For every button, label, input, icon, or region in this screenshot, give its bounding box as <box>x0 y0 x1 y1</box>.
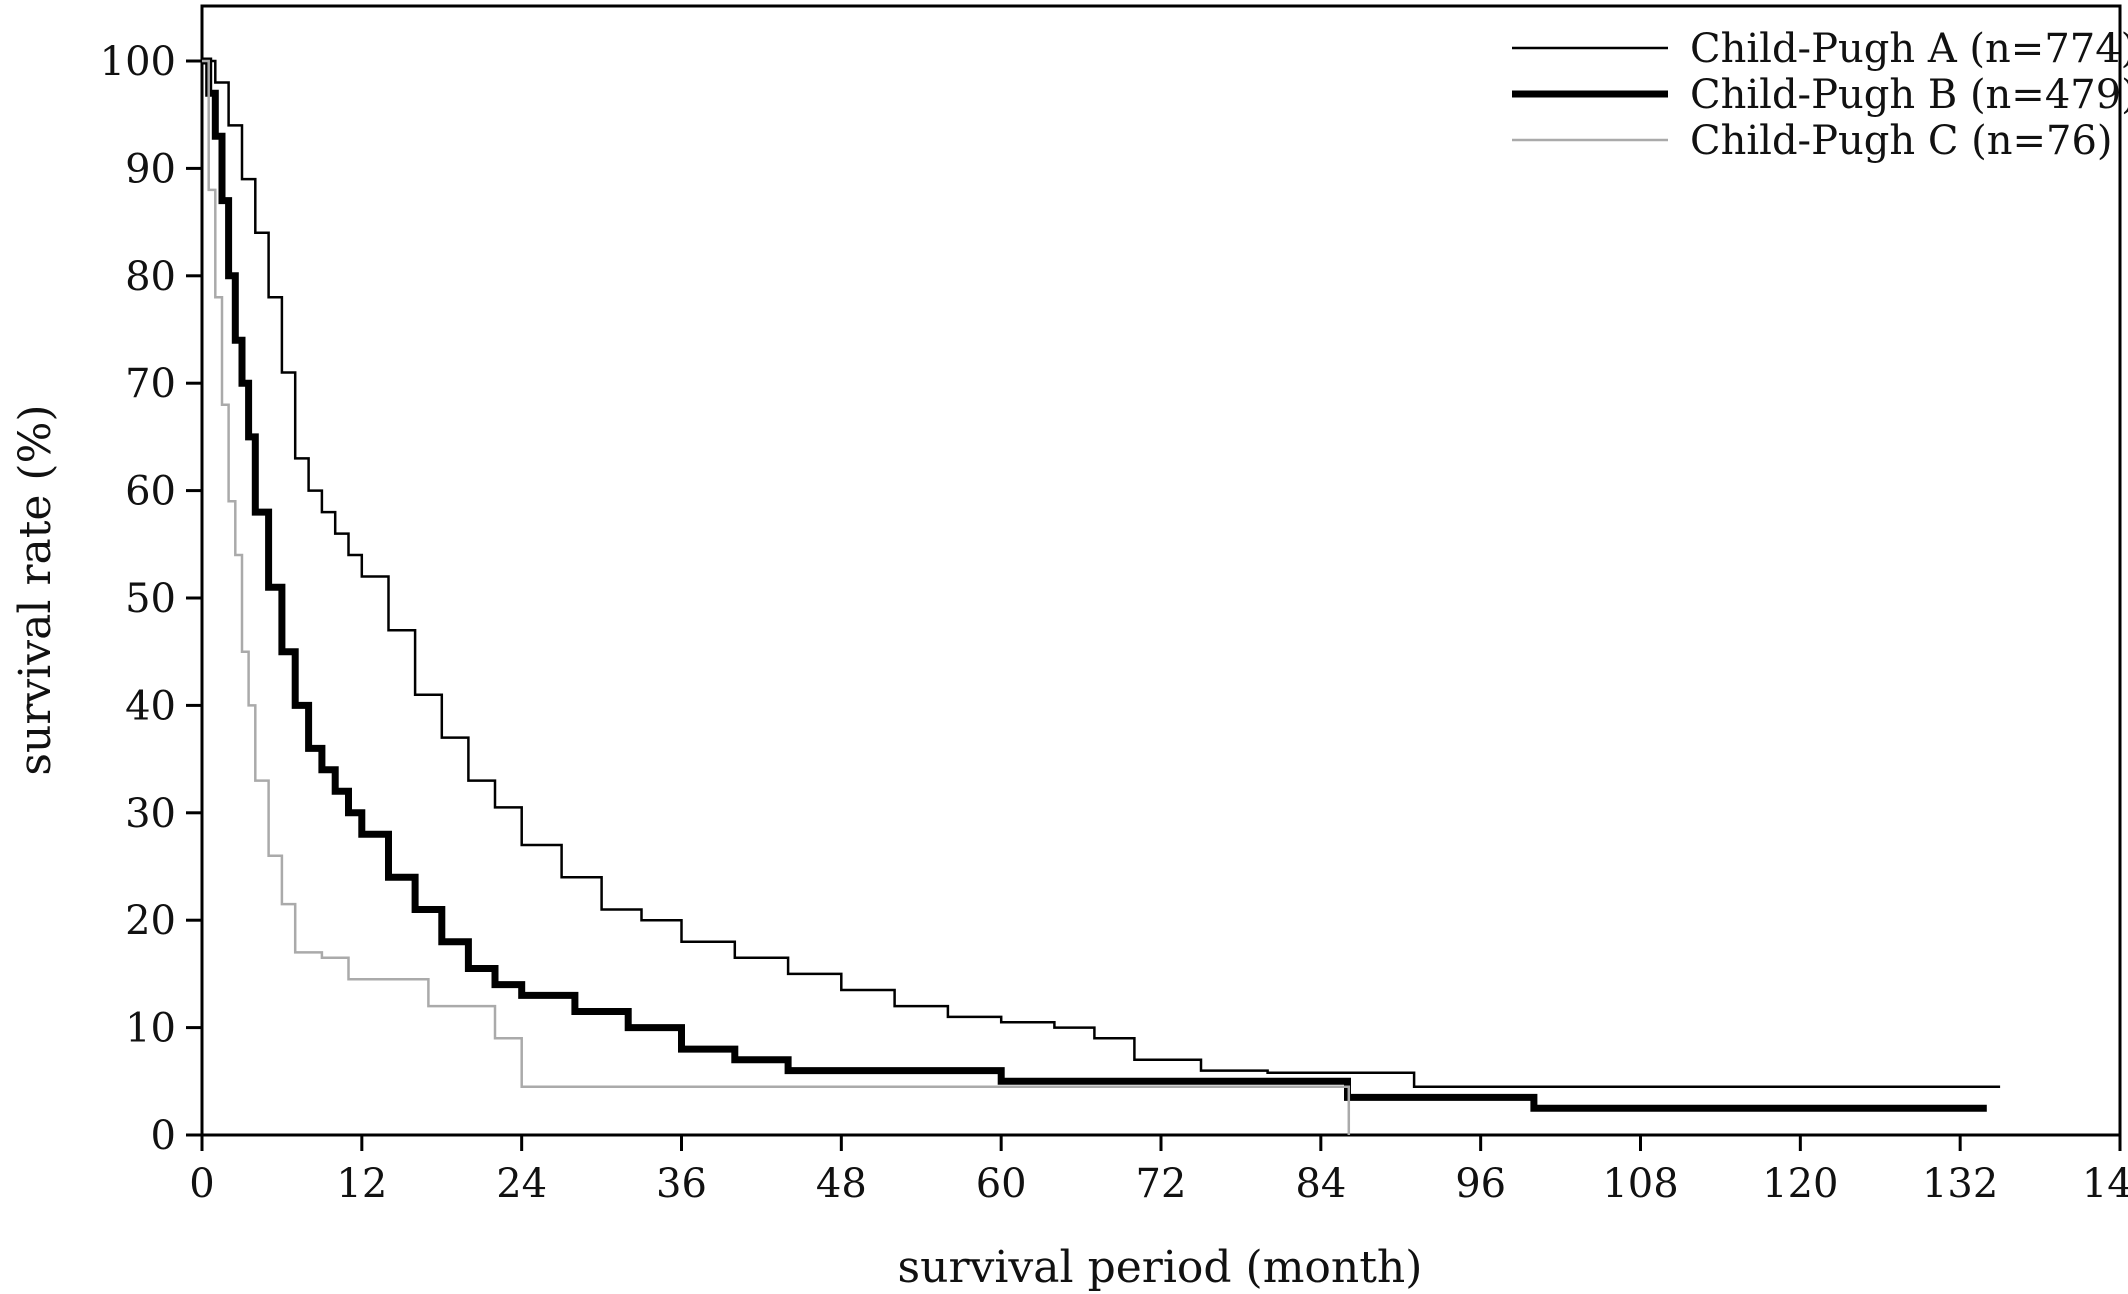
legend: Child-Pugh A (n=774)Child-Pugh B (n=479)… <box>1512 26 2128 164</box>
x-tick-label: 144 <box>2082 1161 2128 1207</box>
x-tick-label: 24 <box>496 1161 547 1207</box>
series-line-1 <box>202 59 2001 1088</box>
y-axis-title: survival rate (%) <box>10 404 61 775</box>
legend-label-3: Child-Pugh C (n=76) <box>1690 118 2113 164</box>
legend-label-2: Child-Pugh B (n=479) <box>1690 72 2128 118</box>
y-tick-label: 0 <box>151 1113 176 1159</box>
y-tick-label: 50 <box>125 576 176 622</box>
x-axis-ticks: 0 12 24 36 48 60 72 84 96 108 120 132 144 <box>189 1135 2128 1207</box>
x-tick-label: 96 <box>1455 1161 1506 1207</box>
y-tick-label: 10 <box>125 1006 176 1052</box>
x-tick-label: 72 <box>1136 1161 1187 1207</box>
legend-label-1: Child-Pugh A (n=774) <box>1690 26 2128 72</box>
x-tick-label: 36 <box>656 1161 707 1207</box>
series-line-2 <box>202 57 1987 1112</box>
x-tick-label: 84 <box>1295 1161 1346 1207</box>
y-tick-label: 80 <box>125 254 176 300</box>
x-tick-label: 48 <box>816 1161 867 1207</box>
y-tick-label: 30 <box>125 791 176 837</box>
series-layer <box>202 57 2001 1135</box>
x-tick-label: 12 <box>336 1161 387 1207</box>
series-line-3 <box>202 59 1351 1135</box>
y-tick-label: 40 <box>125 683 176 729</box>
x-tick-label: 120 <box>1762 1161 1838 1207</box>
x-tick-label: 132 <box>1922 1161 1998 1207</box>
x-tick-label: 60 <box>976 1161 1027 1207</box>
x-tick-label: 108 <box>1602 1161 1678 1207</box>
y-tick-label: 90 <box>125 146 176 192</box>
y-axis-ticks: 0 10 20 30 40 50 60 70 80 90 100 <box>100 39 202 1159</box>
y-tick-label: 100 <box>100 39 176 85</box>
x-axis-title: survival period (month) <box>898 1242 1423 1293</box>
y-tick-label: 70 <box>125 361 176 407</box>
y-tick-label: 20 <box>125 898 176 944</box>
y-tick-label: 60 <box>125 469 176 515</box>
x-tick-label: 0 <box>189 1161 214 1207</box>
